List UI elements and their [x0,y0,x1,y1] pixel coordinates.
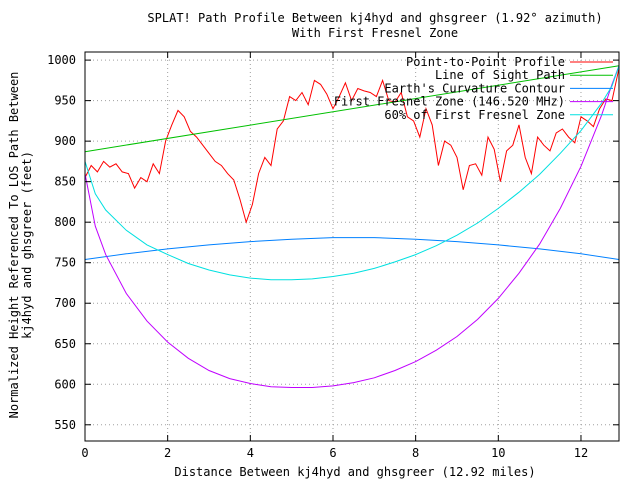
x-tick-label: 2 [164,446,171,460]
axis-ticks: 0 2 4 6 8 10 12 550 600 650 700 750 800 850 900 950 1000 [47,52,619,460]
y-tick-label: 1000 [47,53,76,67]
series-line-3 [84,237,620,260]
series-line-5 [84,65,620,281]
legend-label-4: First Fresnel Zone (146.520 MHz) [334,95,565,109]
x-tick-label: 10 [491,446,505,460]
x-axis-label: Distance Between kj4hyd and ghsgreer (12… [174,465,535,479]
legend-label-5: 60% of First Fresnel Zone [384,108,565,122]
grid [84,52,619,441]
y-tick-label: 850 [54,175,76,189]
y-tick-label: 800 [54,215,76,229]
series-line-4 [84,65,620,388]
y-tick-label: 900 [54,134,76,148]
y-axis-label-line2: kj4hyd and ghsgreer (feet) [20,151,34,339]
y-axis-label-line1: Normalized Height Referenced To LOS Path… [7,72,21,419]
x-tick-label: 12 [574,446,588,460]
x-tick-label: 8 [412,446,419,460]
x-tick-label: 4 [247,446,254,460]
legend-label-1: Point-to-Point Profile [406,55,565,69]
legend-label-2: Line of Sight Path [435,68,565,82]
y-tick-label: 750 [54,256,76,270]
chart-subtitle: With First Fresnel Zone [292,26,458,40]
y-tick-label: 700 [54,296,76,310]
chart-title: SPLAT! Path Profile Between kj4hyd and g… [147,11,602,25]
y-tick-label: 650 [54,337,76,351]
x-tick-label: 6 [329,446,336,460]
y-tick-label: 950 [54,94,76,108]
series-line-1 [84,68,620,224]
y-tick-label: 600 [54,377,76,391]
series-line-2 [84,65,620,153]
plot-frame [84,51,620,442]
x-tick-label: 0 [81,446,88,460]
y-tick-label: 550 [54,418,76,432]
series-group [84,65,620,388]
legend-label-3: Earth's Curvature Contour [384,81,565,95]
